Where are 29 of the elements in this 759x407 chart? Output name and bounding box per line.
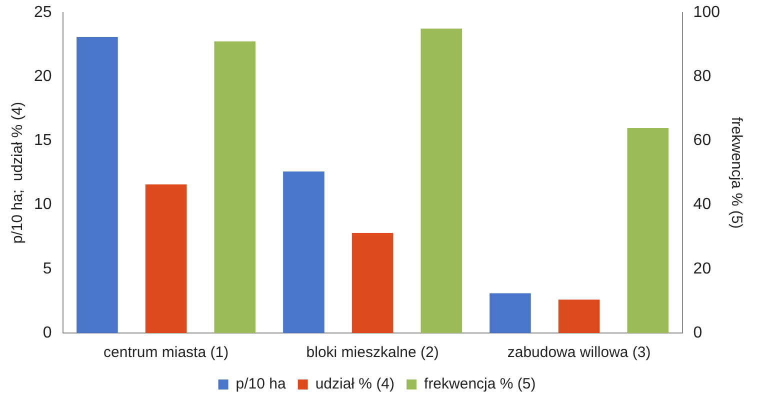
bar (420, 28, 462, 333)
bar (283, 172, 324, 333)
y2-tick-label: 80 (693, 68, 712, 86)
x-tick-label: centrum miasta (1) (104, 344, 229, 362)
y-tick-label: 5 (42, 260, 52, 278)
y2-tick-label: 60 (693, 132, 712, 150)
bar (145, 184, 187, 333)
legend-label: udział % (4) (315, 376, 395, 393)
y2-tick-label: 100 (693, 4, 720, 22)
y-tick-label: 0 (42, 324, 52, 342)
y-axis-title: p/10 ha; udział % (4) (9, 102, 26, 244)
bar (558, 300, 600, 333)
y-tick-label: 10 (34, 196, 52, 214)
bar (214, 41, 256, 333)
bar (352, 233, 394, 333)
bar (490, 293, 531, 333)
y-tick-label: 15 (34, 132, 52, 150)
legend-label: frekwencja % (5) (424, 376, 536, 393)
bar (76, 36, 118, 333)
y-tick-label: 20 (34, 68, 52, 86)
bar (627, 128, 669, 333)
x-tick-label: zabudowa willowa (3) (507, 344, 651, 362)
y-tick-label: 25 (34, 4, 52, 22)
y2-tick-label: 0 (693, 324, 702, 342)
y2-tick-label: 40 (693, 196, 712, 214)
legend-label: p/10 ha (236, 376, 286, 393)
x-tick-label: bloki mieszkalne (2) (306, 344, 439, 362)
y2-tick-label: 20 (693, 260, 712, 278)
y2-axis-title: frekwencja % (5) (728, 116, 745, 229)
